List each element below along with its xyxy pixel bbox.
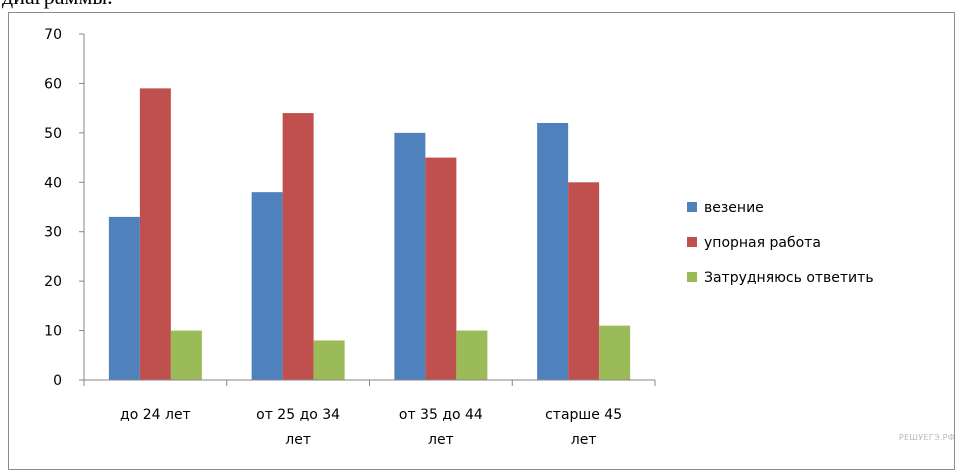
x-tick-label: до 24 лет <box>120 407 191 423</box>
bar-3-3 <box>456 330 488 380</box>
y-tick-label: 70 <box>44 27 62 43</box>
watermark: РЕШУЕГЭ.РФ <box>898 433 955 442</box>
y-tick-label: 20 <box>44 274 62 290</box>
bar-1-3 <box>170 330 202 380</box>
legend-swatch <box>687 202 697 212</box>
x-tick-label: лет <box>285 432 311 448</box>
bar-4-1 <box>537 122 569 380</box>
legend-label: упорная работа <box>704 235 821 251</box>
cut-off-text: диаграммы. <box>2 0 113 10</box>
x-tick-label: от 35 до 44 <box>399 407 483 423</box>
y-tick-label: 0 <box>53 373 62 389</box>
bar-2-3 <box>313 340 345 380</box>
bar-2-1 <box>251 192 283 380</box>
y-tick-label: 50 <box>44 126 62 142</box>
legend-label: Затрудняюсь ответить <box>704 270 874 286</box>
y-tick-label: 60 <box>44 76 62 92</box>
bar-2-2 <box>282 113 314 380</box>
y-tick-label: 40 <box>44 175 62 191</box>
y-tick-label: 30 <box>44 225 62 241</box>
x-tick-label: от 25 до 34 <box>256 407 340 423</box>
legend-label: везение <box>704 200 764 216</box>
y-tick-label: 10 <box>44 324 62 340</box>
bar-1-2 <box>139 88 171 380</box>
x-tick-label: старше 45 <box>545 407 622 423</box>
bar-3-2 <box>425 157 457 380</box>
bar-4-2 <box>568 182 600 380</box>
bar-4-3 <box>599 325 631 380</box>
x-tick-label: лет <box>571 432 597 448</box>
x-tick-label: лет <box>428 432 454 448</box>
bar-1-1 <box>108 216 140 380</box>
legend-swatch <box>687 237 697 247</box>
legend-swatch <box>687 272 697 282</box>
bar-3-1 <box>394 132 426 380</box>
